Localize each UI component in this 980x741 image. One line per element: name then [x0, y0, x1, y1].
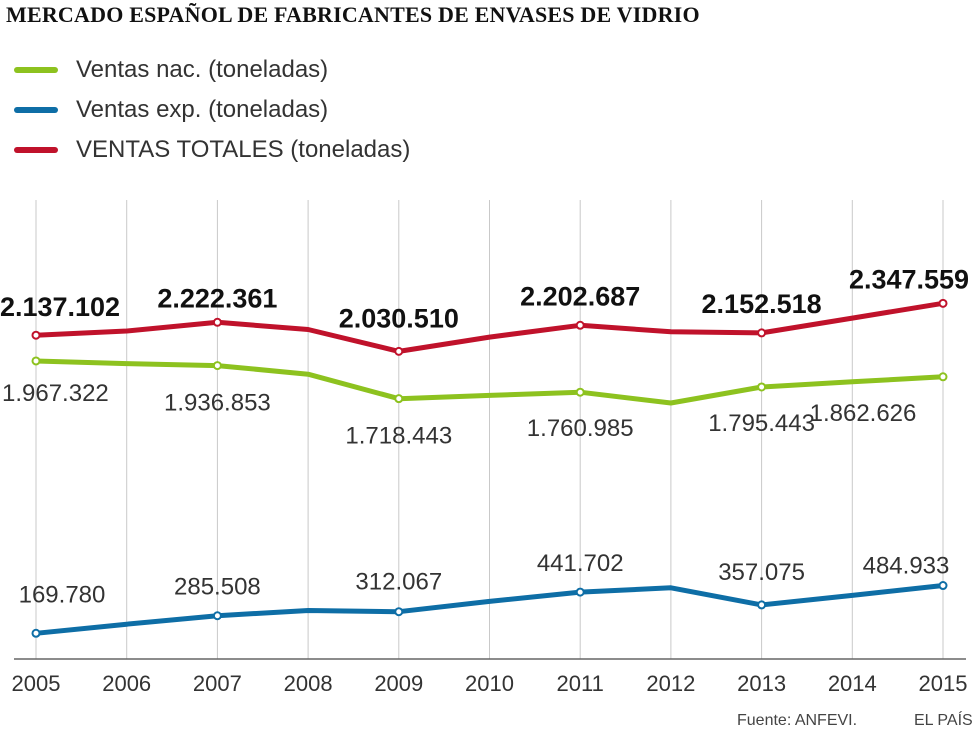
x-tick-label-2010: 2010 [465, 671, 514, 696]
data-label-0-2009: 1.718.443 [345, 423, 452, 450]
data-point-1-2007 [212, 611, 222, 621]
legend-item-export: Ventas exp. (toneladas) [14, 90, 410, 130]
x-tick-label-2008: 2008 [284, 671, 333, 696]
x-tick-label-2012: 2012 [646, 671, 695, 696]
data-label-0-2015: 1.862.626 [810, 400, 917, 427]
data-point-0-2007 [212, 361, 222, 371]
credit-note: EL PAÍS [914, 712, 973, 729]
data-label-1-2009: 312.067 [355, 569, 442, 596]
data-label-2-2005: 2.137.102 [0, 292, 120, 322]
data-point-1-2013 [757, 600, 767, 610]
x-tick-label-2011: 2011 [557, 671, 604, 696]
legend-label-export: Ventas exp. (toneladas) [76, 96, 329, 123]
data-point-2-2015 [938, 298, 948, 308]
legend-item-total: VENTAS TOTALES (toneladas) [14, 130, 410, 170]
data-label-1-2011: 441.702 [537, 550, 624, 577]
data-point-0-2005 [31, 356, 41, 366]
data-point-2-2013 [757, 328, 767, 338]
data-label-1-2005: 169.780 [19, 581, 106, 608]
legend-item-nacional: Ventas nac. (toneladas) [14, 50, 410, 90]
data-label-2-2007: 2.222.361 [157, 283, 277, 313]
x-tick-label-2007: 2007 [193, 671, 242, 696]
data-label-2-2013: 2.152.518 [702, 289, 822, 319]
chart-title: MERCADO ESPAÑOL DE FABRICANTES DE ENVASE… [6, 2, 700, 27]
legend: Ventas nac. (toneladas) Ventas exp. (ton… [14, 50, 410, 170]
x-tick-label-2014: 2014 [828, 671, 877, 696]
legend-swatch-total [14, 147, 58, 153]
x-tick-label-2009: 2009 [374, 671, 423, 696]
data-point-1-2005 [31, 628, 41, 638]
data-point-1-2009 [394, 607, 404, 617]
data-label-2-2009: 2.030.510 [339, 303, 459, 333]
data-label-2-2011: 2.202.687 [520, 281, 640, 311]
data-point-2-2005 [31, 330, 41, 340]
data-point-0-2009 [394, 394, 404, 404]
legend-swatch-export [14, 107, 58, 113]
x-tick-label-2013: 2013 [737, 671, 786, 696]
data-point-1-2015 [938, 581, 948, 591]
data-point-2-2009 [394, 346, 404, 356]
source-note: Fuente: ANFEVI. [737, 712, 858, 729]
data-point-0-2011 [575, 387, 585, 397]
data-point-0-2015 [938, 372, 948, 382]
data-label-2-2015: 2.347.559 [849, 264, 969, 294]
data-label-0-2007: 1.936.853 [164, 390, 271, 417]
data-label-1-2007: 285.508 [174, 574, 261, 601]
data-label-1-2015: 484.933 [863, 553, 950, 580]
series-line-0 [33, 358, 946, 406]
data-point-2-2007 [212, 317, 222, 327]
data-point-2-2011 [575, 320, 585, 330]
data-point-1-2011 [575, 587, 585, 597]
x-tick-label-2015: 2015 [919, 671, 968, 696]
legend-label-nacional: Ventas nac. (toneladas) [76, 56, 329, 83]
data-label-0-2013: 1.795.443 [708, 410, 815, 437]
series-line-2 [33, 300, 946, 354]
legend-label-total: VENTAS TOTALES (toneladas) [76, 136, 411, 163]
x-tick-label-2005: 2005 [12, 671, 61, 696]
legend-swatch-nacional [14, 67, 58, 73]
data-point-0-2013 [757, 382, 767, 392]
data-label-0-2005: 1.967.322 [2, 380, 109, 407]
series-line-1 [33, 583, 946, 636]
data-label-0-2011: 1.760.985 [527, 415, 634, 442]
data-label-1-2013: 357.075 [718, 559, 805, 586]
x-tick-label-2006: 2006 [102, 671, 151, 696]
